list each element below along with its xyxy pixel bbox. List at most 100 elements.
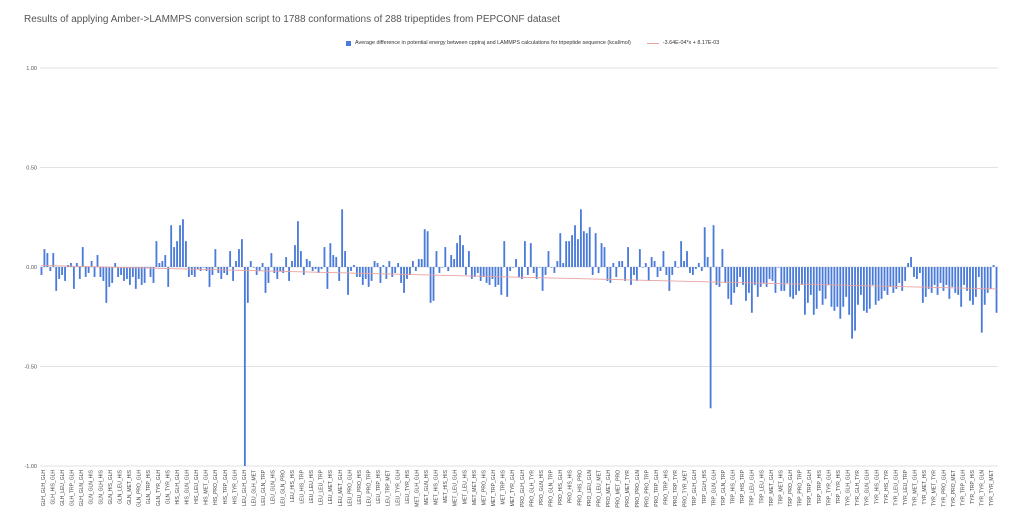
legend-trendline-swatch [646,42,659,44]
bar [771,267,774,281]
bar [889,267,892,287]
bar [806,267,809,303]
x-tick-label: PRO_LEU_GLN [587,470,593,507]
bar [924,267,927,297]
bar [597,267,600,273]
bar [400,267,403,283]
bar [615,267,618,277]
bar [930,267,933,293]
legend-trendline-label: -3.64E-04*x + 8.17E-03 [662,40,720,46]
bar [759,267,762,287]
bar [665,267,668,275]
bar [689,267,691,273]
bar [394,267,397,273]
bar [344,251,346,267]
bar [588,227,591,267]
bar [131,267,134,277]
bar [182,219,184,267]
x-tick-label: GLN_TYR_GLH [156,470,162,507]
x-tick-label: TRP_LEU_HIS [759,469,765,503]
bar [927,267,930,289]
bar [765,267,768,287]
bar [232,267,234,281]
bar [904,267,907,281]
x-tick-label: PRO_HIS_PRO [577,470,583,506]
bar [521,267,523,279]
bar [818,267,821,291]
x-tick-label: TRP_TRP_GLH [807,470,813,506]
bar [279,267,282,271]
x-tick-label: HIS_TYR_GLH [232,470,238,505]
bar [780,267,783,291]
bar [827,267,830,285]
bar [379,267,382,283]
bar [93,267,96,277]
bar [644,263,647,267]
bar [977,267,980,277]
bar [288,267,290,281]
bar [659,267,662,271]
bar [403,267,405,293]
bar [196,267,199,269]
x-tick-label: TRP_GLN_TRP [721,469,727,506]
bar [202,267,205,268]
bar [880,267,883,299]
bar [727,267,730,299]
bar [739,267,741,277]
legend: Average difference in potential energy b… [346,40,719,46]
bar [208,267,211,287]
bar [417,259,420,267]
bar [535,267,538,279]
bar [190,267,193,275]
bar [683,261,685,267]
bar [512,267,515,268]
bar [185,241,187,267]
bar [187,267,190,277]
bar [674,261,677,267]
y-tick-label: 1.00 [26,66,37,72]
bar [824,267,827,299]
bar [574,225,576,267]
bar [815,267,818,309]
bar [954,267,957,293]
bar [830,267,833,307]
bar [435,251,438,267]
x-tick-label: GLN_LEU_HIS [117,469,123,504]
bar [762,267,765,283]
bar [845,267,848,297]
bar [842,267,845,307]
bar [485,267,488,283]
bar [43,249,46,267]
bar [329,243,332,267]
bar [550,267,553,268]
bar [518,267,520,277]
bar [420,259,423,267]
x-tick-label: GLN_GLH_HIS [98,469,104,504]
bar [515,259,517,267]
bar [724,267,727,283]
bar [55,267,58,291]
x-tick-label: HIS_GLH_GLH [175,470,181,505]
x-tick-label: TRP_TRP_HIS [817,469,823,504]
bar [789,267,792,297]
bar [158,263,161,267]
x-tick-label: TYR_MET_TYR [932,470,938,507]
bar [429,267,432,303]
bar [730,267,733,305]
bar [916,267,918,279]
bar [921,267,924,303]
bar [491,267,494,279]
bar [302,267,305,275]
bar [376,263,379,267]
bar [686,251,688,267]
x-tick-label: TYR_TRP_GLH [960,470,966,506]
bar [105,267,108,303]
bar [459,235,461,267]
x-tick-label: TRP_PRO_GLH [788,470,794,507]
bar [273,267,276,273]
bar [450,255,453,267]
x-tick-label: LEU_LEU_HIS [309,469,315,503]
bar [338,267,341,281]
bar [898,267,901,283]
